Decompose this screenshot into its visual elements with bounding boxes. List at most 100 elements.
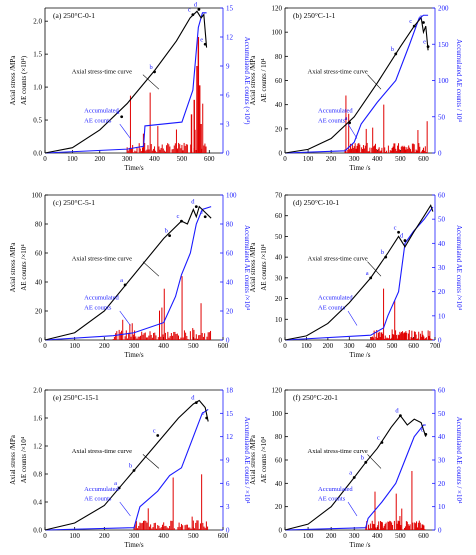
stage-point-label: b	[129, 463, 132, 470]
chart-panel-b: 0 100 200 300 400 500 600 0 20 40 60 80 100 120 0 50 100…	[249, 5, 463, 173]
stage-point	[117, 486, 121, 490]
axial-stress-line	[284, 204, 434, 341]
annotation-arrow	[367, 454, 382, 469]
y-axis-label-right: Accumulated AE counts / ×10⁴	[243, 417, 251, 504]
x-axis-label: Time /s	[350, 351, 371, 359]
x-tick-label: 600	[218, 342, 229, 350]
stage-point	[364, 460, 368, 464]
annotation-arrow-accum	[347, 501, 358, 517]
y-axis-label-left: Axial stress /MPa	[249, 55, 257, 106]
x-tick-label: 200	[99, 342, 110, 350]
x-tick-label: 0	[43, 532, 47, 540]
stage-point-label: e	[200, 209, 203, 216]
stage-point-label: a	[117, 109, 120, 116]
y-tick-left-label: 2.0	[33, 18, 42, 26]
annotation-stress: Axial stress-time curve	[308, 255, 368, 262]
annotation-accum-line2: AE counts	[318, 118, 346, 125]
stage-point-label: a	[114, 480, 117, 487]
stage-point-label: e	[200, 36, 203, 43]
x-tick-label: 500	[188, 532, 199, 540]
stage-point	[191, 13, 195, 16]
stage-point-label: a	[120, 277, 123, 284]
x-tick-label: 300	[349, 155, 360, 163]
y-tick-left-label: 50	[275, 233, 283, 241]
y-tick-left-label: 20	[275, 295, 283, 303]
y-tick-left-label: 60	[275, 77, 283, 85]
annotation-arrow	[367, 261, 382, 277]
x-tick-label: 600	[418, 155, 429, 163]
axial-stress-line	[44, 10, 208, 154]
stage-point	[194, 401, 198, 404]
y-tick-left-label: 100	[272, 410, 283, 418]
stage-point-label: d	[400, 233, 404, 240]
annotation-accum-line2: AE counts	[84, 496, 112, 503]
y-tick-right-label: 9	[226, 457, 230, 465]
stage-point-label: a	[366, 270, 369, 277]
y-tick-right-label: 10	[438, 503, 446, 511]
stage-point	[197, 7, 201, 11]
y-tick-left-label: 100	[32, 192, 43, 200]
y-tick-right-label: 15	[226, 5, 234, 13]
y-tick-left-label: 30	[275, 274, 283, 282]
annotation-accum-line1: Accumulated	[318, 294, 353, 301]
chart-title: (b) 250°C-1-1	[293, 11, 336, 20]
y-tick-left-label: 60	[35, 250, 43, 258]
x-tick-label: 300	[129, 342, 140, 350]
annotation-accum-line2: AE counts	[84, 118, 112, 125]
x-tick-label: 500	[395, 155, 406, 163]
y-tick-right-label: 30	[438, 457, 446, 465]
y-tick-right-label: 12	[226, 433, 234, 441]
x-axis-label: Time /s	[350, 164, 371, 172]
y-tick-right-label: 60	[438, 192, 446, 200]
stage-point	[403, 239, 407, 242]
annotation-accum-line2: AE counts	[318, 305, 346, 312]
stage-point	[422, 21, 425, 24]
annotation-stress: Axial stress-time curve	[308, 68, 368, 75]
stage-point	[412, 24, 416, 28]
stage-point	[194, 205, 198, 209]
x-tick-label: 100	[301, 342, 312, 350]
accumulated-ae-line	[284, 14, 429, 154]
chart-panel-f: 0 100 200 300 400 500 600 0 20 40 60 80 100 120 0 10 20 3…	[249, 387, 463, 550]
y-axis-label-left: Axial stress /MPa	[9, 434, 17, 485]
x-tick-label: 200	[326, 155, 337, 163]
accumulated-ae-line	[44, 206, 212, 341]
y-tick-right-label: 3	[226, 503, 230, 511]
y-tick-right-label: 18	[226, 387, 234, 395]
stage-point	[168, 234, 172, 238]
y-tick-left-label: 80	[275, 53, 283, 61]
stage-point-label: e	[423, 39, 426, 46]
y-tick-left-label: 20	[275, 125, 283, 133]
y-tick-left-label: 1.6	[33, 415, 42, 423]
annotation-arrow-accum	[119, 310, 131, 326]
x-tick-label: 300	[129, 532, 140, 540]
x-tick-label: 200	[95, 155, 106, 163]
y-tick-left-label: 40	[35, 279, 43, 287]
x-tick-label: 500	[387, 342, 398, 350]
accumulated-ae-line	[284, 424, 426, 531]
x-axis-label: Time /s	[350, 541, 371, 549]
y-tick-left-label: 40	[275, 480, 283, 488]
y-tick-right-label: 12	[226, 34, 234, 42]
stage-point-label: c	[377, 435, 380, 442]
y-tick-left-label: 120	[272, 387, 283, 395]
x-tick-label: 200	[99, 532, 110, 540]
stage-point	[123, 283, 127, 287]
chart-panel-a: 0 100 200 300 400 500 600 0.0 0.5 1.0 1.5 2.0 0 3 6 9 12…	[9, 1, 251, 172]
annotation-accum-line1: Accumulated	[84, 107, 119, 114]
x-tick-label: 0	[283, 155, 287, 163]
y-tick-right-label: 0	[438, 527, 442, 535]
stage-point-label: d	[418, 15, 422, 22]
y-tick-left-label: 80	[275, 433, 283, 441]
y-tick-right-label: 0	[226, 527, 230, 535]
annotation-arrow-accum	[119, 123, 131, 139]
annotation-stress: Axial stress-time curve	[72, 68, 132, 75]
x-tick-label: 400	[158, 532, 169, 540]
stage-point-label: e	[202, 410, 205, 417]
accumulated-ae-line	[284, 206, 434, 341]
stage-point-label: b	[381, 249, 384, 256]
y-tick-right-label: 150	[438, 41, 449, 49]
y-tick-left-label: 80	[35, 221, 43, 229]
annotation-arrow-accum	[347, 123, 358, 139]
